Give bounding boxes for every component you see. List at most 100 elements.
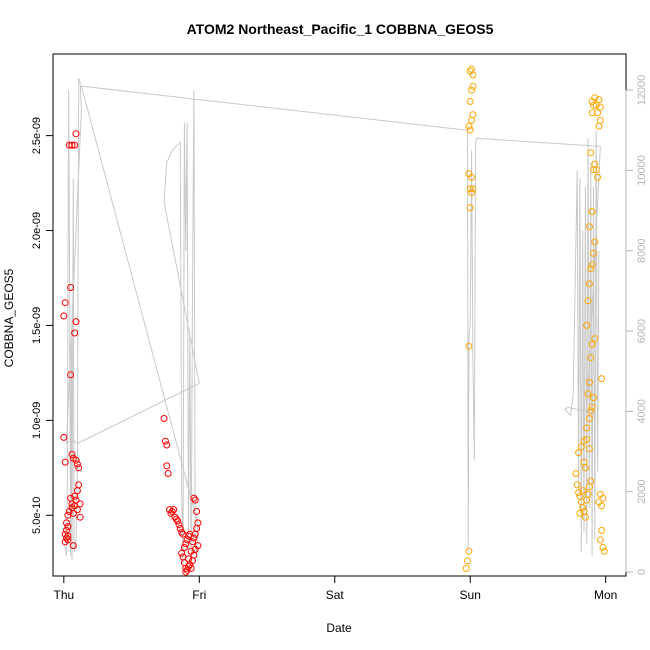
data-point xyxy=(573,481,581,489)
data-point xyxy=(595,96,603,104)
x-axis-label: Date xyxy=(326,621,352,635)
data-point xyxy=(587,265,595,272)
data-point xyxy=(466,126,474,134)
data-point xyxy=(161,437,169,445)
data-point xyxy=(466,185,474,193)
data-point xyxy=(163,441,171,449)
data-point xyxy=(174,517,182,525)
x-tick-label: Sat xyxy=(326,588,345,602)
data-point xyxy=(67,284,75,291)
data-point xyxy=(591,238,599,246)
data-point xyxy=(178,528,186,536)
data-point xyxy=(590,101,597,109)
altitude-tick-label: 12000 xyxy=(636,75,648,106)
data-point xyxy=(60,312,68,320)
data-point xyxy=(592,166,600,174)
data-point xyxy=(465,122,473,130)
data-point xyxy=(596,116,604,124)
data-point xyxy=(61,458,69,466)
data-point xyxy=(599,494,607,502)
data-point xyxy=(469,185,477,193)
data-point xyxy=(585,280,593,288)
data-point xyxy=(596,103,604,111)
data-point xyxy=(588,208,596,215)
data-point xyxy=(71,492,79,500)
data-point xyxy=(75,464,83,472)
y-tick-label: 2.5e-09 xyxy=(31,117,43,154)
data-point xyxy=(584,390,592,398)
x-tick-label: Thu xyxy=(53,588,74,602)
data-point xyxy=(61,299,69,307)
data-point xyxy=(68,451,76,458)
data-point xyxy=(175,521,183,529)
data-point xyxy=(469,71,477,79)
data-point xyxy=(73,506,81,514)
data-point xyxy=(160,415,168,422)
data-point xyxy=(73,460,81,468)
data-point xyxy=(585,445,593,453)
y-tick-label: 5.0e-10 xyxy=(31,497,43,534)
data-point xyxy=(466,98,474,105)
data-point xyxy=(64,532,72,540)
data-point xyxy=(67,371,75,379)
data-point xyxy=(187,547,195,555)
data-point xyxy=(64,536,72,544)
data-point xyxy=(465,170,473,178)
data-point xyxy=(187,564,195,572)
data-point xyxy=(468,116,476,124)
data-point xyxy=(594,109,602,117)
data-point xyxy=(585,378,593,386)
data-point xyxy=(193,525,201,532)
data-point xyxy=(592,101,600,109)
data-point xyxy=(577,443,585,451)
data-point xyxy=(596,536,604,544)
data-point xyxy=(580,458,588,466)
data-point xyxy=(193,508,201,515)
plot-frame xyxy=(52,53,627,577)
data-point xyxy=(587,407,595,415)
altitude-tick-label: 10000 xyxy=(636,155,648,186)
data-point xyxy=(466,204,474,212)
data-point xyxy=(176,525,184,532)
altitude-tick-label: 2000 xyxy=(636,479,648,503)
data-point xyxy=(71,329,79,337)
data-point xyxy=(600,547,608,555)
data-point xyxy=(163,462,171,470)
data-point xyxy=(585,223,593,231)
data-point xyxy=(185,555,192,563)
data-point xyxy=(579,487,587,495)
data-point xyxy=(172,515,180,523)
x-tick-label: Sun xyxy=(460,588,481,602)
data-point xyxy=(60,433,68,441)
data-point xyxy=(65,141,73,149)
data-point xyxy=(588,261,596,269)
data-point xyxy=(587,477,595,485)
data-point xyxy=(190,494,198,502)
data-point xyxy=(69,542,77,550)
data-point xyxy=(588,403,596,411)
data-point xyxy=(585,415,593,422)
data-point xyxy=(468,189,476,197)
points-layer xyxy=(60,65,608,576)
data-point xyxy=(583,435,591,443)
data-point xyxy=(598,526,606,534)
y-tick-label: 2.0e-09 xyxy=(31,212,43,249)
data-point xyxy=(63,519,70,527)
data-point xyxy=(72,130,80,138)
y-tick-label: 1.5e-09 xyxy=(31,307,43,344)
altitude-line xyxy=(63,77,601,565)
altitude-tick-label: 8000 xyxy=(636,239,648,263)
data-point xyxy=(575,449,583,457)
data-point xyxy=(469,111,477,119)
data-point xyxy=(469,82,477,90)
data-point xyxy=(69,509,77,517)
data-point xyxy=(63,534,70,542)
data-point xyxy=(76,500,84,508)
altitude-tick-label: 4000 xyxy=(636,399,648,423)
data-point xyxy=(599,544,607,551)
data-point xyxy=(180,544,188,551)
data-point xyxy=(189,538,196,546)
data-point xyxy=(591,335,599,343)
data-point xyxy=(71,141,79,149)
